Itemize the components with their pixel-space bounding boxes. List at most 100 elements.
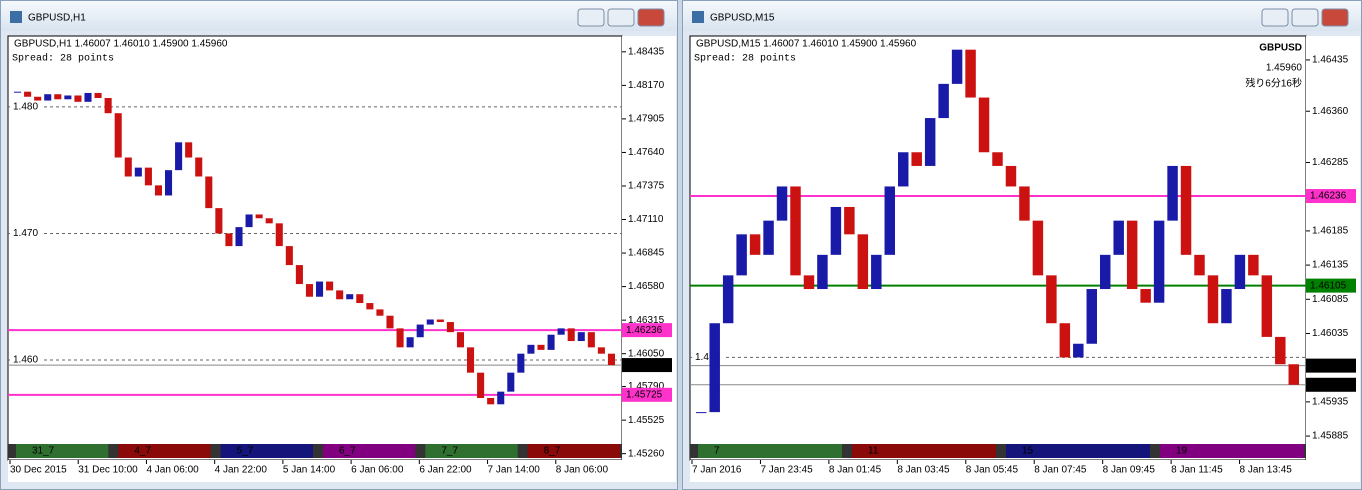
candle [24, 91, 32, 97]
candle [898, 152, 909, 187]
candle [1100, 254, 1111, 290]
price-tag [1306, 278, 1356, 293]
session-label: 4_7 [134, 446, 151, 457]
level-label-bg [10, 99, 42, 113]
x-tick-label: 7 Jan 14:00 [488, 465, 541, 476]
candle [736, 234, 747, 276]
candle [871, 254, 882, 290]
candle [255, 214, 263, 219]
price-tag-label: 1.46236 [1310, 191, 1347, 202]
title-bar [683, 1, 1361, 31]
window-min-button[interactable] [1261, 8, 1289, 27]
candle [709, 323, 720, 413]
chart-area [689, 35, 1307, 461]
session-block [527, 444, 620, 458]
candle [154, 185, 162, 196]
candle [416, 324, 424, 338]
candle [817, 254, 828, 290]
y-tick-label: 1.46435 [1312, 55, 1349, 66]
window-max-button[interactable] [607, 8, 635, 27]
price-tag-label: 1.45988 [1310, 360, 1347, 371]
level-label: 1.480 [13, 102, 38, 113]
y-tick-label: 1.46035 [1312, 328, 1349, 339]
candle [1234, 254, 1246, 290]
price-tag [1306, 189, 1356, 204]
session-block [16, 444, 109, 458]
y-tick-label: 1.45885 [1312, 431, 1349, 442]
y-tick-label: 1.48435 [628, 46, 665, 57]
candle [992, 152, 1003, 166]
title-bar [1, 1, 677, 31]
y-tick-label: 1.47375 [628, 181, 665, 192]
price-tag-label: 1.46105 [1310, 280, 1347, 291]
candle [1180, 165, 1192, 255]
candle [857, 234, 869, 290]
candle [215, 208, 223, 234]
candle [477, 372, 485, 398]
x-tick-label: 4 Jan 22:00 [215, 465, 268, 476]
candle [316, 281, 324, 297]
candle [436, 319, 444, 323]
candle [144, 167, 152, 186]
window-max-button[interactable] [1291, 8, 1319, 27]
y-tick-label: 1.46580 [628, 281, 665, 292]
price-tag-label: 1.45725 [626, 389, 663, 400]
candle [497, 391, 505, 405]
info-text: GBPUSD,H1 1.46007 1.46010 1.45900 1.4596… [14, 39, 228, 50]
session-block [1160, 444, 1304, 458]
candle [134, 167, 142, 177]
timer-label: 残り6分16秒 [1245, 77, 1302, 90]
window-close-button[interactable] [1321, 8, 1349, 27]
session-block [425, 444, 518, 458]
price-tag-label: 1.46236 [626, 325, 663, 336]
session-block [698, 444, 842, 458]
session-block [852, 444, 996, 458]
candle [467, 347, 475, 373]
session-label: 15 [1022, 446, 1034, 457]
candle [527, 344, 535, 354]
candle [577, 332, 585, 342]
x-tick-label: 6 Jan 22:00 [419, 465, 472, 476]
y-tick-label: 1.45525 [628, 415, 665, 426]
candle [830, 206, 842, 255]
window-min-button[interactable] [577, 8, 605, 27]
candle [790, 186, 801, 276]
candle [965, 49, 976, 98]
session-label: 8_7 [544, 446, 561, 457]
level-label-bg [10, 353, 42, 367]
y-tick-label: 1.46360 [1312, 106, 1349, 117]
candle [185, 142, 193, 158]
y-tick-label: 1.47110 [628, 214, 664, 225]
y-tick-label: 1.46050 [628, 348, 665, 359]
window-close-button[interactable] [637, 8, 665, 27]
candle [1140, 289, 1151, 303]
candle [275, 223, 283, 247]
session-label: 7_7 [441, 446, 458, 457]
candle [104, 98, 112, 114]
x-tick-label: 8 Jan 09:45 [1103, 465, 1156, 476]
x-tick-label: 7 Jan 23:45 [760, 465, 813, 476]
candle [1046, 275, 1057, 324]
candle [44, 94, 52, 101]
candle [426, 319, 434, 325]
candle [124, 157, 132, 177]
candle [1167, 165, 1178, 221]
x-tick-label: 30 Dec 2015 [10, 465, 67, 476]
window-icon [10, 11, 22, 23]
candle [1207, 275, 1219, 324]
info-text: GBPUSD,M15 1.46007 1.46010 1.45900 1.459… [696, 39, 917, 50]
x-tick-label: 8 Jan 05:45 [966, 465, 1019, 476]
candle [763, 220, 774, 255]
y-tick-label: 1.46285 [1312, 157, 1349, 168]
y-tick-label: 1.47640 [628, 147, 665, 158]
x-tick-label: 4 Jan 06:00 [146, 465, 199, 476]
level-label: 1.460 [695, 352, 720, 363]
candle [507, 372, 515, 392]
candle [446, 322, 454, 333]
candle [396, 328, 404, 348]
level-label-bg [10, 226, 42, 240]
session-strip [690, 444, 1306, 458]
session-label: 31_7 [32, 446, 55, 457]
price-tag [622, 358, 672, 373]
candle [245, 214, 253, 228]
